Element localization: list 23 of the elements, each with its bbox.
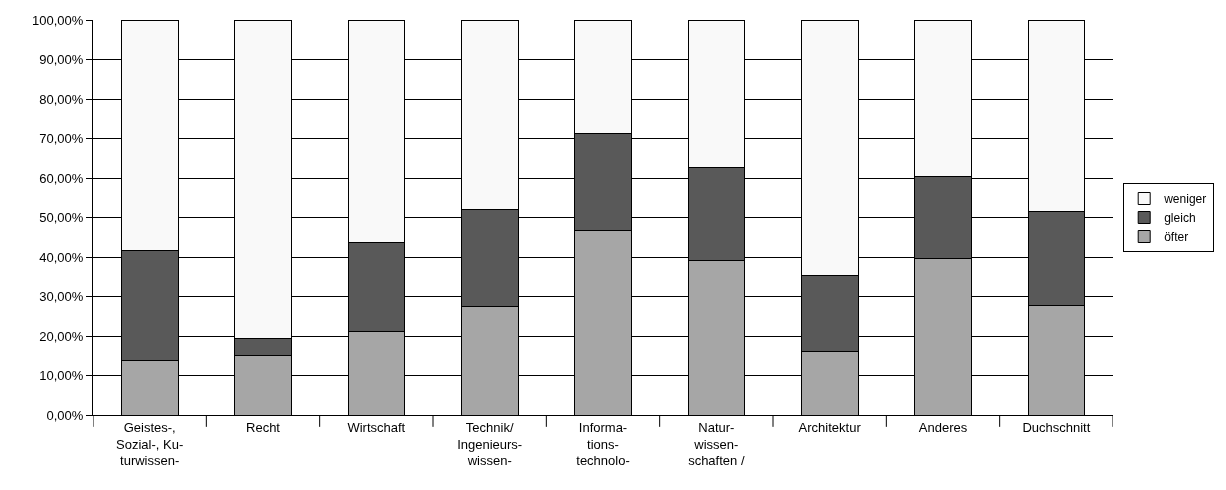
x-tick-label: Informa- tions- technolo- <box>576 419 630 469</box>
x-tick-label: Geistes-, Sozial-, Ku- turwissen- <box>116 419 184 469</box>
x-tick-label: Natur- wissen- schaften / <box>688 419 745 469</box>
x-tick-label: Architektur <box>798 419 862 435</box>
y-tick-label: 90,00% <box>39 52 84 68</box>
x-tick-label: Duchschnitt <box>1022 419 1091 435</box>
y-tick-label: 10,00% <box>39 368 84 384</box>
legend-label: gleich <box>1164 211 1196 226</box>
x-tick-label: Technik/ Ingenieurs- wissen- <box>457 419 523 469</box>
x-tick-label: Wirtschaft <box>347 419 406 435</box>
y-tick-label: 100,00% <box>32 12 84 28</box>
y-tick-label: 0,00% <box>46 407 84 423</box>
y-tick-label: 80,00% <box>39 91 84 107</box>
y-tick-label: 40,00% <box>39 249 84 265</box>
x-tick-label: Recht <box>246 419 281 435</box>
y-tick-label: 50,00% <box>39 210 84 226</box>
y-tick-label: 70,00% <box>39 131 84 147</box>
y-tick-label: 20,00% <box>39 328 84 344</box>
y-tick-label: 30,00% <box>39 289 84 305</box>
legend-label: öfter <box>1164 230 1189 245</box>
legend-label: weniger <box>1163 192 1207 207</box>
y-tick-label: 60,00% <box>39 170 84 186</box>
x-tick-label: Anderes <box>918 419 968 435</box>
